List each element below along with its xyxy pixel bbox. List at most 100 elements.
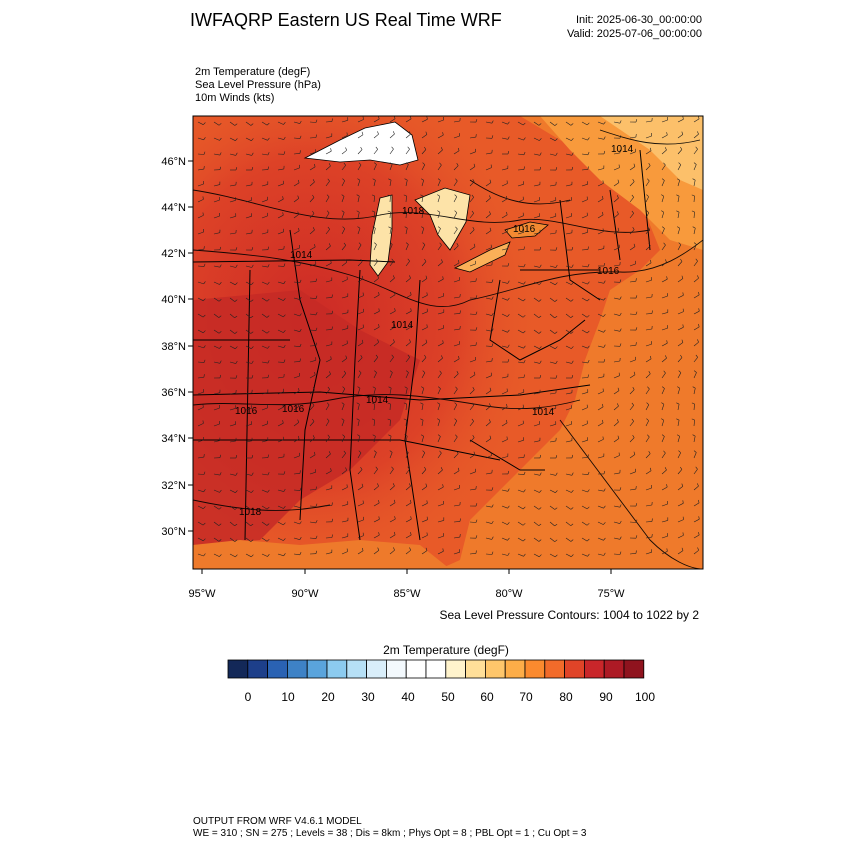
wind-barb-flag bbox=[403, 194, 407, 197]
wind-barb-flag bbox=[491, 135, 494, 139]
wind-barb bbox=[533, 423, 540, 427]
wind-barb bbox=[549, 505, 555, 510]
wind-barb-flag bbox=[251, 490, 254, 493]
wind-barb bbox=[325, 280, 332, 283]
colorbar-swatch bbox=[564, 659, 585, 679]
wind-barb-flag bbox=[457, 147, 460, 151]
wind-barb bbox=[661, 420, 665, 427]
wind-barb-flag bbox=[328, 243, 331, 247]
wind-barb-flag bbox=[631, 194, 634, 198]
wind-barb-flag bbox=[283, 488, 286, 492]
wind-barb-flag bbox=[491, 312, 494, 316]
lake-michigan bbox=[369, 194, 393, 277]
wind-barb-flag bbox=[342, 178, 345, 181]
wind-barb bbox=[501, 537, 508, 541]
wind-barb bbox=[245, 553, 252, 558]
wind-barb bbox=[597, 521, 604, 525]
colorbar-swatch bbox=[524, 659, 546, 679]
wind-barb bbox=[357, 134, 364, 139]
wind-barb bbox=[501, 248, 508, 251]
wind-barb bbox=[677, 404, 680, 411]
wind-barb bbox=[581, 121, 588, 126]
wind-barb bbox=[357, 372, 362, 379]
wind-barb-flag bbox=[373, 450, 377, 453]
wind-barb-flag bbox=[203, 330, 206, 334]
wind-barb-flag bbox=[267, 166, 269, 170]
wind-barb-flag bbox=[374, 162, 377, 165]
wind-barb-flag bbox=[681, 339, 684, 343]
wind-barb-flag bbox=[392, 275, 395, 279]
wind-barb-flag bbox=[219, 264, 222, 268]
wind-barb bbox=[405, 452, 409, 459]
wind-barb-flag bbox=[586, 523, 590, 526]
wind-barb-flag bbox=[203, 553, 206, 557]
wind-barb bbox=[485, 121, 492, 124]
wind-barb-flag bbox=[425, 275, 428, 279]
wind-barb bbox=[213, 329, 220, 334]
field-label-pressure: Sea Level Pressure (hPa) bbox=[195, 79, 321, 91]
wind-barb bbox=[197, 329, 204, 334]
wind-barb-flag bbox=[218, 299, 222, 302]
wind-barb bbox=[501, 137, 508, 140]
wind-barb bbox=[645, 196, 649, 203]
wind-barb-flag bbox=[409, 547, 411, 551]
wind-barb bbox=[661, 278, 668, 283]
wind-barb-flag bbox=[439, 450, 442, 454]
wind-barb-flag bbox=[391, 354, 394, 358]
wind-barb bbox=[533, 184, 540, 187]
wind-barb bbox=[517, 553, 524, 557]
wind-barb-flag bbox=[234, 507, 238, 510]
wind-barb-flag bbox=[570, 523, 574, 526]
wind-barb bbox=[485, 505, 492, 508]
wind-barb bbox=[229, 473, 236, 476]
wind-barb-flag bbox=[391, 258, 394, 262]
wind-barb bbox=[661, 180, 665, 187]
wind-barb bbox=[421, 388, 425, 395]
wind-barb-flag bbox=[539, 346, 542, 349]
wind-barb-flag bbox=[586, 298, 590, 302]
wind-barb bbox=[389, 118, 396, 123]
wind-barb-flag bbox=[378, 516, 380, 520]
wind-barb bbox=[645, 358, 652, 363]
wind-barb bbox=[229, 408, 236, 411]
wind-barb bbox=[581, 297, 588, 302]
wind-barb bbox=[485, 455, 492, 459]
wind-barb bbox=[453, 279, 460, 283]
wind-barb-flag bbox=[538, 539, 542, 542]
wind-barb bbox=[597, 537, 604, 541]
wind-barb-flag bbox=[692, 386, 696, 389]
wind-barb bbox=[485, 264, 492, 267]
wind-barb bbox=[501, 521, 508, 525]
wind-barb-flag bbox=[571, 282, 574, 285]
wind-barb bbox=[229, 440, 236, 443]
wind-barb bbox=[565, 199, 572, 203]
wind-barb bbox=[501, 297, 508, 301]
wind-barb bbox=[357, 261, 363, 267]
wind-barb bbox=[293, 390, 300, 395]
wind-barb bbox=[485, 521, 492, 524]
wind-barb-flag bbox=[523, 489, 526, 493]
wind-barb bbox=[373, 133, 379, 139]
wind-barb bbox=[229, 216, 236, 219]
wind-barb bbox=[629, 280, 636, 283]
wind-barb-flag bbox=[299, 296, 302, 300]
wind-barb bbox=[645, 150, 652, 155]
wind-barb bbox=[405, 403, 407, 411]
wind-barb-flag bbox=[299, 358, 301, 362]
wind-barb bbox=[565, 392, 572, 395]
wind-barb-flag bbox=[283, 151, 286, 155]
wind-barb-flag bbox=[491, 504, 494, 508]
wind-barb bbox=[197, 391, 204, 395]
wind-barb bbox=[437, 312, 444, 315]
wind-barb bbox=[661, 244, 666, 251]
wind-barb-flag bbox=[437, 194, 440, 197]
pressure-label: 1016 bbox=[513, 224, 536, 235]
wind-barb bbox=[389, 211, 391, 219]
wind-barb bbox=[197, 313, 204, 318]
wind-barb bbox=[581, 377, 589, 379]
wind-barb-flag bbox=[570, 315, 574, 318]
wind-barb bbox=[357, 519, 364, 523]
wind-barb-flag bbox=[619, 504, 622, 508]
wind-barb-flag bbox=[426, 116, 428, 120]
wind-barb-flag bbox=[203, 489, 206, 492]
